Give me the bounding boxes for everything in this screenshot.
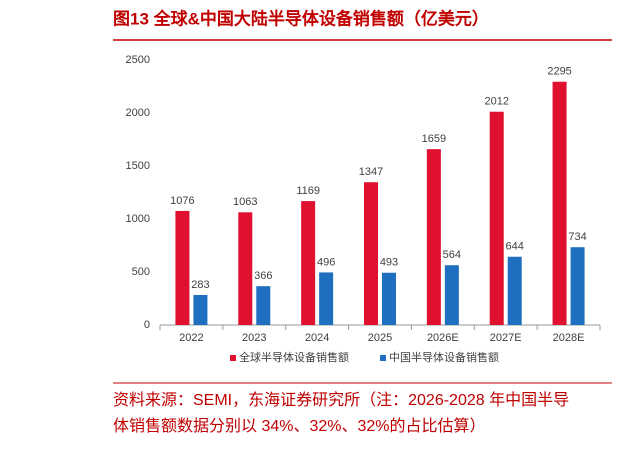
bar	[570, 247, 585, 325]
y-tick-label: 1000	[126, 213, 150, 225]
data-label: 496	[317, 256, 335, 268]
source: 资料来源：SEMI，东海证券研究所（注：2026-2028 年中国半导	[113, 391, 569, 409]
legend-label: 中国半导体设备销售额	[389, 350, 499, 364]
bar	[301, 201, 316, 325]
data-label: 283	[191, 279, 209, 291]
data-label: 1076	[170, 195, 194, 207]
y-tick-label: 0	[144, 319, 150, 331]
data-label: 644	[506, 241, 524, 253]
x-tick-label: 2022	[179, 332, 203, 344]
data-label: 1659	[422, 133, 446, 145]
y-tick-label: 2000	[126, 107, 150, 119]
data-label: 1347	[359, 166, 383, 178]
legend-swatch	[230, 355, 236, 361]
bar	[444, 265, 459, 325]
chart-title: 图13 全球&中国大陆半导体设备销售额（亿美元）	[113, 8, 489, 28]
legend-swatch	[380, 355, 386, 361]
bar	[507, 256, 522, 325]
x-tick-label: 2027E	[490, 332, 522, 344]
x-tick-label: 2028E	[553, 332, 585, 344]
source: 体销售额数据分别以 34%、32%、32%的占比估算）	[113, 416, 486, 435]
x-tick-label: 2023	[242, 332, 266, 344]
bar	[382, 272, 396, 325]
bar	[426, 149, 441, 325]
bar	[552, 81, 567, 325]
data-label: 2012	[484, 96, 508, 108]
x-tick-label: 2024	[305, 332, 329, 344]
data-label: 1169	[296, 185, 320, 197]
data-label: 2295	[547, 66, 571, 78]
x-tick-label: 2026E	[427, 332, 459, 344]
legend-label: 全球半导体设备销售额	[239, 350, 349, 364]
y-tick-label: 500	[132, 266, 150, 278]
y-tick-label: 2500	[126, 54, 150, 66]
bar	[489, 111, 504, 325]
data-label: 493	[380, 257, 398, 269]
bar	[175, 210, 190, 325]
data-label: 734	[568, 231, 586, 243]
data-label: 1063	[233, 196, 257, 208]
bar	[319, 272, 334, 325]
x-tick-label: 2025	[368, 332, 392, 344]
data-label: 366	[254, 270, 272, 282]
bar	[256, 286, 271, 325]
bar	[238, 212, 253, 325]
data-label: 564	[443, 249, 461, 261]
bar	[364, 182, 378, 325]
y-tick-label: 1500	[126, 160, 150, 172]
bar	[193, 295, 208, 325]
